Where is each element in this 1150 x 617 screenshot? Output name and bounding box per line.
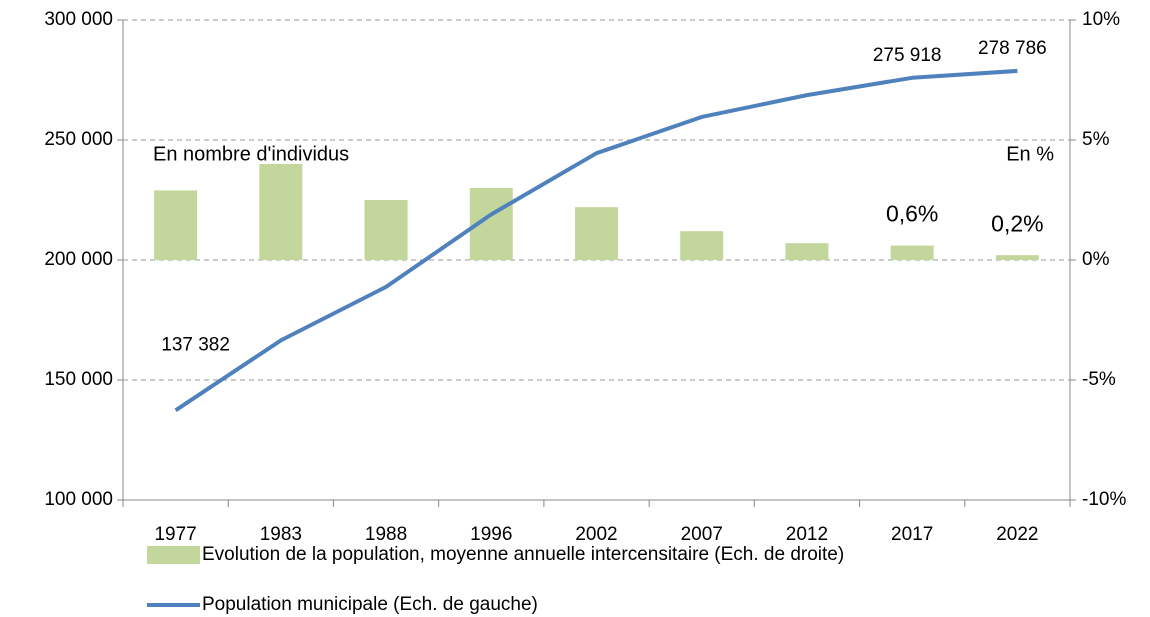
x-tick-label: 2017 xyxy=(891,524,933,545)
y-tick-label: 200 000 xyxy=(44,249,113,270)
y-tick-label: 100 000 xyxy=(44,489,113,510)
bar xyxy=(680,231,724,260)
bar xyxy=(154,190,198,260)
line xyxy=(174,68,1018,412)
legend-swatch xyxy=(147,546,200,564)
legend-label: Evolution de la population, moyenne annu… xyxy=(202,544,844,565)
bar xyxy=(259,164,303,260)
y2-tick-label: 0% xyxy=(1082,249,1110,270)
x-tick-label: 2007 xyxy=(681,524,723,545)
annotation: En nombre d'individus xyxy=(153,143,349,165)
y2-tick-label: -5% xyxy=(1082,369,1116,390)
y-tick-label: 300 000 xyxy=(44,9,113,30)
data-label: 137 382 xyxy=(161,334,230,355)
x-tick-label: 2022 xyxy=(996,524,1038,545)
x-tick-label: 1983 xyxy=(260,524,302,545)
bar xyxy=(575,207,618,260)
legend-label: Population municipale (Ech. de gauche) xyxy=(202,594,538,615)
bar xyxy=(785,243,829,260)
x-tick-label: 1988 xyxy=(365,524,407,545)
data-label: 0,6% xyxy=(886,201,938,227)
data-label: 0,2% xyxy=(991,210,1043,236)
x-tick-label: 1996 xyxy=(470,524,512,545)
bar xyxy=(995,255,1039,260)
y2-tick-label: -10% xyxy=(1082,489,1126,510)
y2-tick-label: 5% xyxy=(1082,129,1110,150)
x-tick-label: 2002 xyxy=(575,524,617,545)
data-label: 278 786 xyxy=(978,38,1047,59)
y-tick-label: 150 000 xyxy=(44,369,113,390)
bar xyxy=(364,200,408,260)
annotation: En % xyxy=(1006,143,1054,165)
y2-tick-label: 10% xyxy=(1082,9,1120,30)
x-tick-label: 2012 xyxy=(786,524,828,545)
bar xyxy=(890,245,934,260)
y-tick-label: 250 000 xyxy=(44,129,113,150)
x-tick-label: 1977 xyxy=(154,524,196,545)
data-label: 275 918 xyxy=(873,45,942,66)
